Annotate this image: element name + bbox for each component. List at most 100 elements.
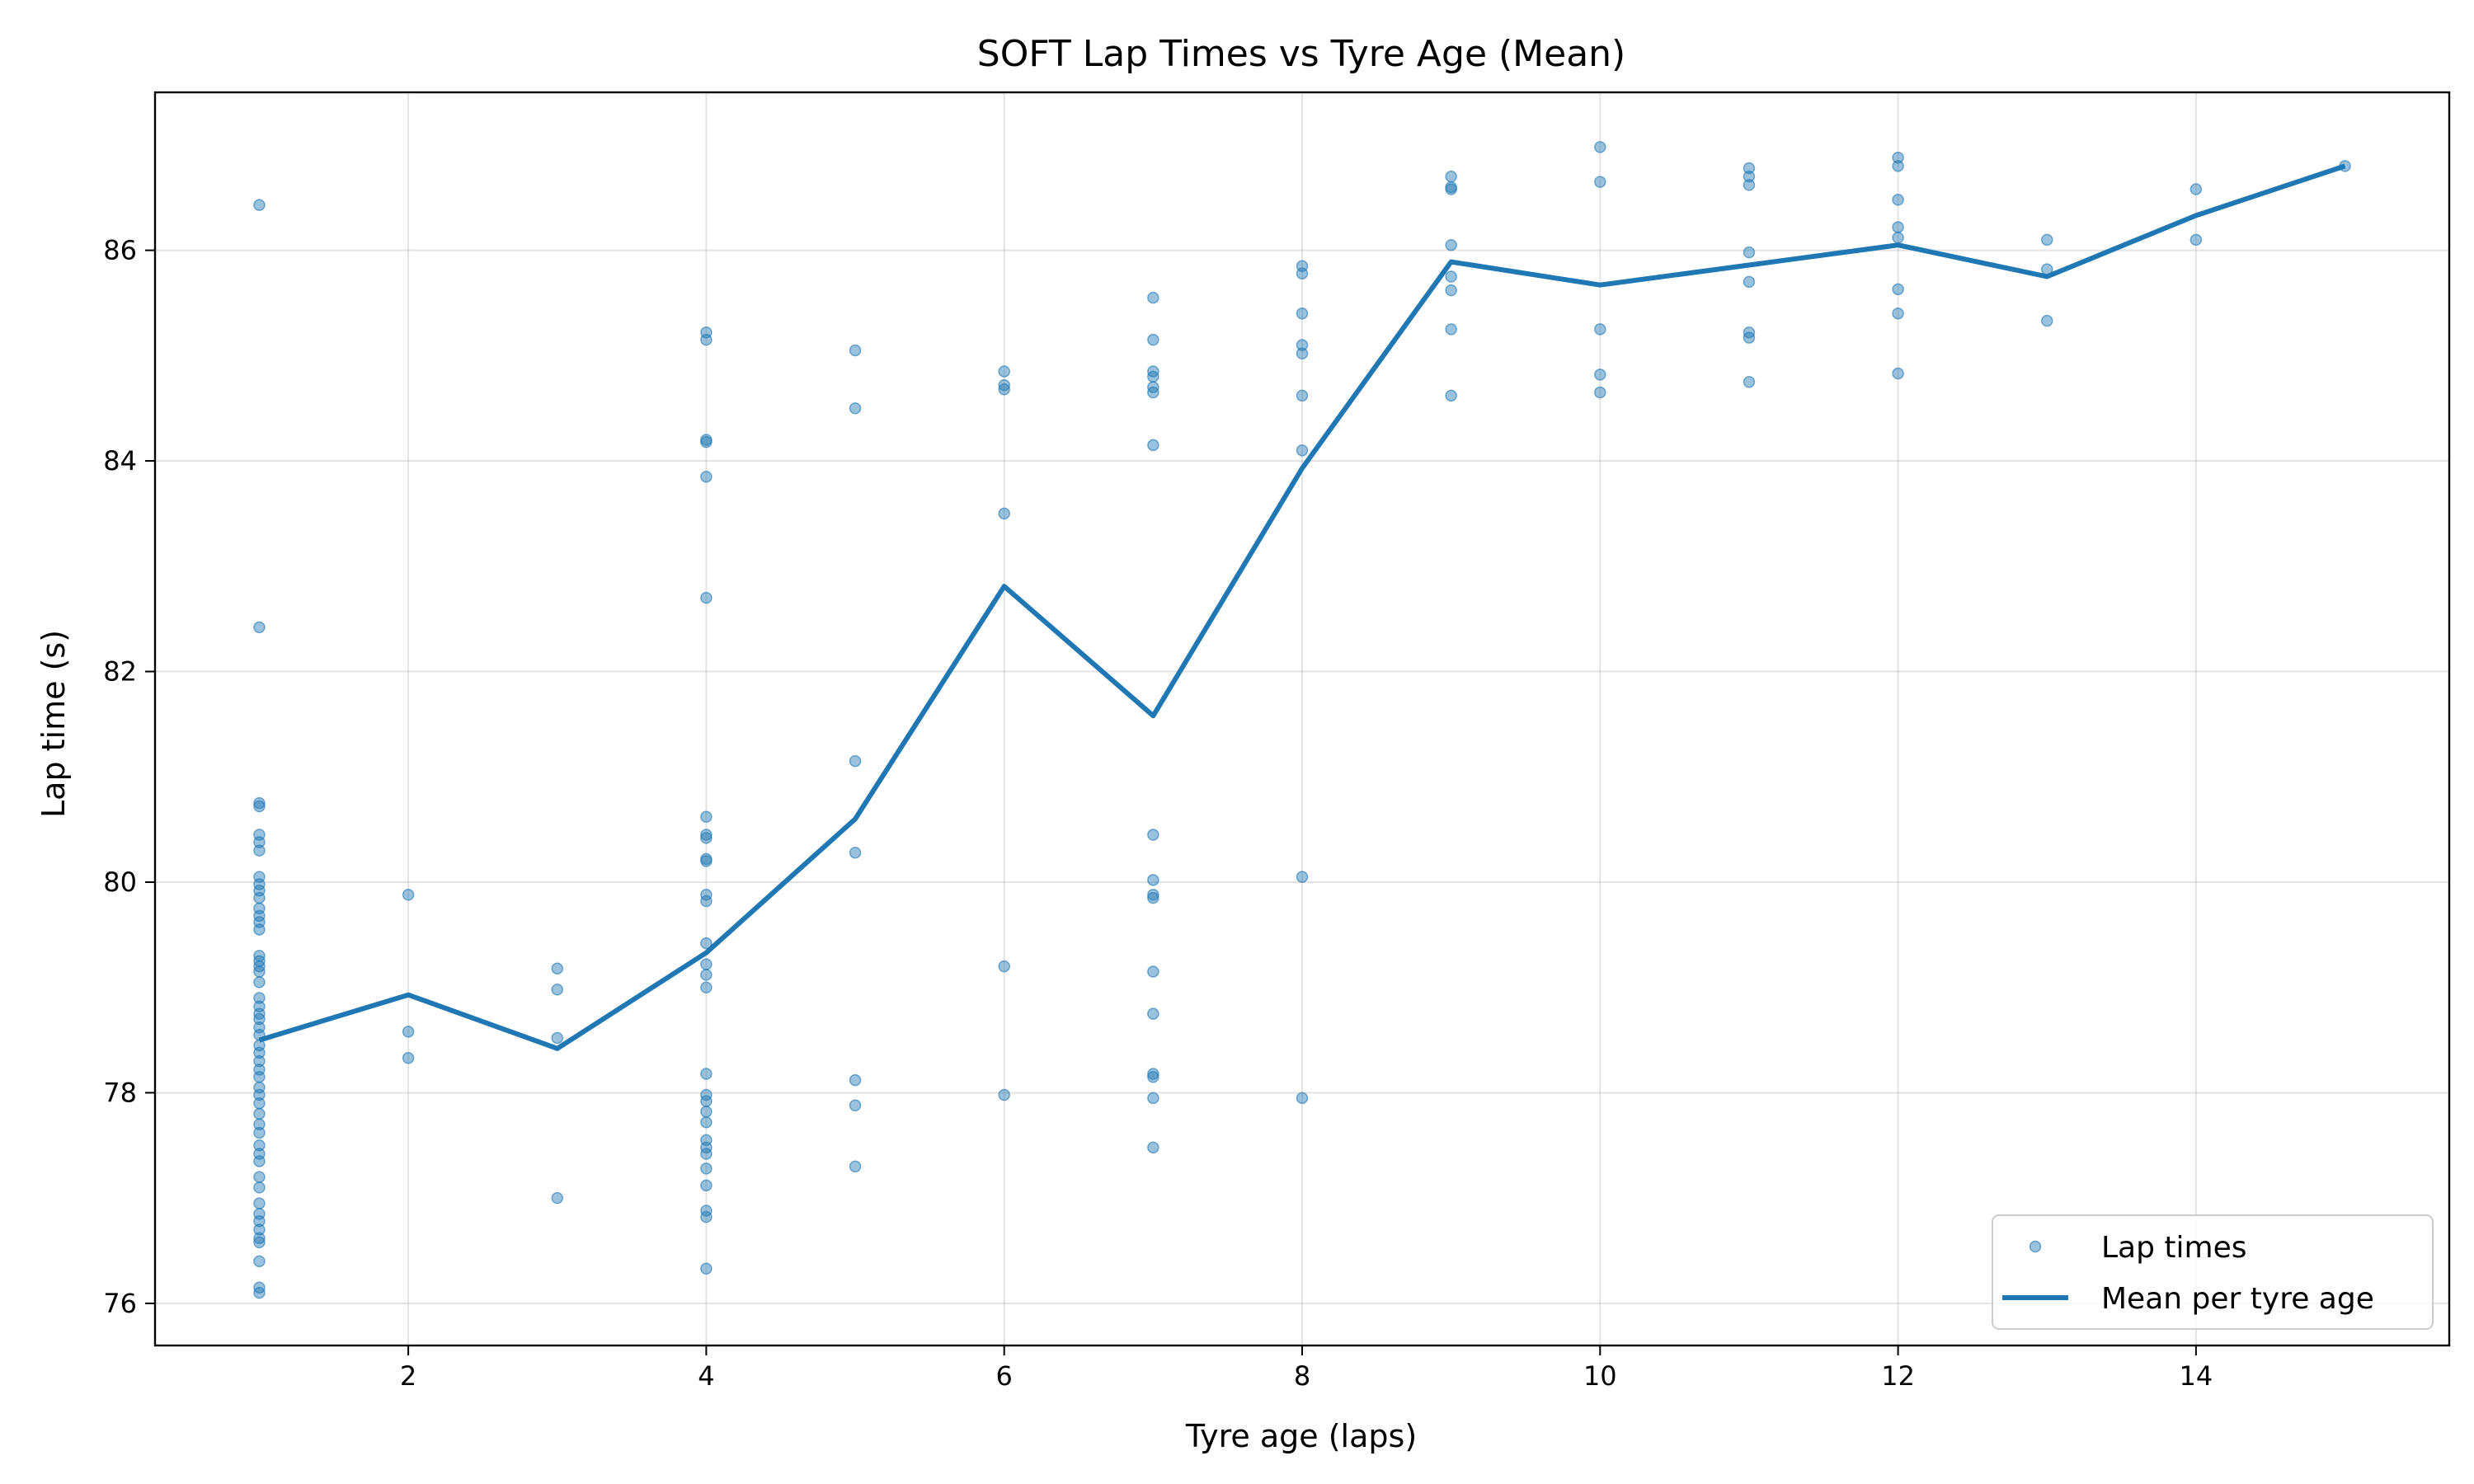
lap-time-point — [1743, 246, 1756, 259]
lap-time-point — [1594, 323, 1606, 336]
lap-time-point — [253, 844, 266, 857]
lap-time-point — [700, 829, 713, 841]
lap-time-point — [998, 1088, 1010, 1101]
lap-time-point — [998, 383, 1010, 396]
lap-time-point — [700, 969, 713, 981]
lap-time-point — [1892, 307, 1904, 320]
lap-time-point — [1892, 194, 1904, 206]
lap-time-point — [1147, 1007, 1159, 1020]
lap-time-point — [253, 1232, 266, 1244]
lap-time-point — [849, 1099, 862, 1112]
lap-time-point — [253, 796, 266, 810]
lap-time-point — [1743, 376, 1756, 388]
lap-time-point — [1147, 1141, 1159, 1154]
lap-time-point — [253, 621, 266, 634]
lap-time-point — [849, 846, 862, 859]
lap-time-point — [700, 855, 713, 867]
lap-time-point — [1892, 283, 1904, 296]
lap-time-point — [998, 960, 1010, 973]
chart-title: SOFT Lap Times vs Tyre Age (Mean) — [977, 33, 1625, 75]
lap-time-point — [1743, 275, 1756, 289]
lap-time-point — [1892, 232, 1904, 244]
lap-time-point — [253, 836, 266, 848]
lap-time-point — [700, 1179, 713, 1192]
lap-time-point — [1445, 183, 1457, 195]
lap-time-point — [253, 1054, 266, 1068]
lap-time-point — [1296, 1092, 1309, 1105]
lap-time-point — [551, 962, 564, 974]
lap-time-point — [700, 810, 713, 824]
x-axis-label: Tyre age (laps) — [1185, 1418, 1417, 1454]
lap-time-point — [2040, 314, 2053, 327]
lap-time-point — [849, 1073, 862, 1087]
x-tick-label: 6 — [996, 1360, 1013, 1392]
lap-time-point — [700, 1148, 713, 1160]
lap-time-point — [253, 923, 266, 936]
x-tick-label: 2 — [400, 1360, 416, 1392]
lap-time-point — [998, 507, 1010, 520]
y-tick-label: 76 — [103, 1288, 137, 1319]
lap-time-point — [253, 1181, 266, 1194]
y-tick-label: 86 — [103, 235, 137, 266]
lap-time-point — [1594, 369, 1606, 381]
lap-time-point — [551, 1191, 564, 1205]
lap-time-point — [1296, 339, 1309, 351]
lap-time-point — [1147, 1071, 1159, 1083]
lap-time-point — [1147, 965, 1159, 978]
lap-time-point — [849, 344, 862, 357]
lap-time-point — [253, 965, 266, 978]
lap-time-point — [700, 981, 713, 993]
lap-time-point — [1147, 1092, 1159, 1105]
lap-time-point — [1594, 176, 1606, 188]
lap-time-point — [253, 976, 266, 989]
lap-time-point — [1892, 221, 1904, 233]
legend-label-mean-per-tyre-age: Mean per tyre age — [2101, 1282, 2374, 1316]
lap-time-point — [1296, 871, 1309, 883]
lap-time-point — [849, 1160, 862, 1173]
lap-time-point — [1892, 160, 1904, 172]
lap-time-point — [2040, 233, 2053, 247]
lap-time-point — [2189, 183, 2203, 195]
lap-time-point — [700, 435, 713, 448]
lap-time-point — [253, 1097, 266, 1110]
lap-time-point — [1147, 1068, 1159, 1080]
lap-time-point — [1892, 151, 1904, 164]
lap-time-point — [700, 333, 713, 346]
lap-time-point — [1743, 331, 1756, 344]
lap-time-point — [1445, 284, 1457, 297]
lap-time-point — [1445, 270, 1457, 283]
legend: Lap times Mean per tyre age — [1992, 1214, 2434, 1330]
lap-time-point — [700, 1141, 713, 1154]
lap-time-point — [1445, 238, 1457, 251]
lap-time-point — [700, 470, 713, 483]
lap-time-point — [700, 958, 713, 970]
x-tick-label: 8 — [1294, 1360, 1310, 1392]
y-tick-label: 84 — [103, 445, 137, 477]
lap-time-point — [1296, 307, 1309, 320]
y-tick-label: 82 — [103, 656, 137, 688]
lap-time-point — [1147, 439, 1159, 452]
lap-time-point — [1296, 389, 1309, 402]
lap-time-point — [700, 889, 713, 901]
lap-time-point — [1743, 162, 1756, 175]
legend-label-lap-times: Lap times — [2101, 1231, 2247, 1265]
lap-time-point — [1594, 386, 1606, 399]
lap-time-point — [1147, 889, 1159, 901]
x-tick-label: 4 — [698, 1360, 714, 1392]
lap-time-point — [253, 1171, 266, 1183]
y-tick-label: 80 — [103, 866, 137, 898]
lap-time-point — [1147, 386, 1159, 399]
lap-time-point — [1445, 389, 1457, 402]
lap-time-point — [998, 378, 1010, 392]
mean-per-tyre-age-line — [258, 163, 2346, 1051]
mean-line-layer — [258, 163, 2346, 1051]
lap-time-point — [1892, 367, 1904, 380]
lap-time-point — [253, 1012, 266, 1026]
lap-time-point — [700, 591, 713, 604]
lap-time-point — [1594, 141, 1606, 153]
lap-time-point — [253, 1155, 266, 1167]
lap-time-point — [700, 1095, 713, 1107]
lap-time-point — [1296, 444, 1309, 457]
lap-time-point — [1445, 170, 1457, 183]
